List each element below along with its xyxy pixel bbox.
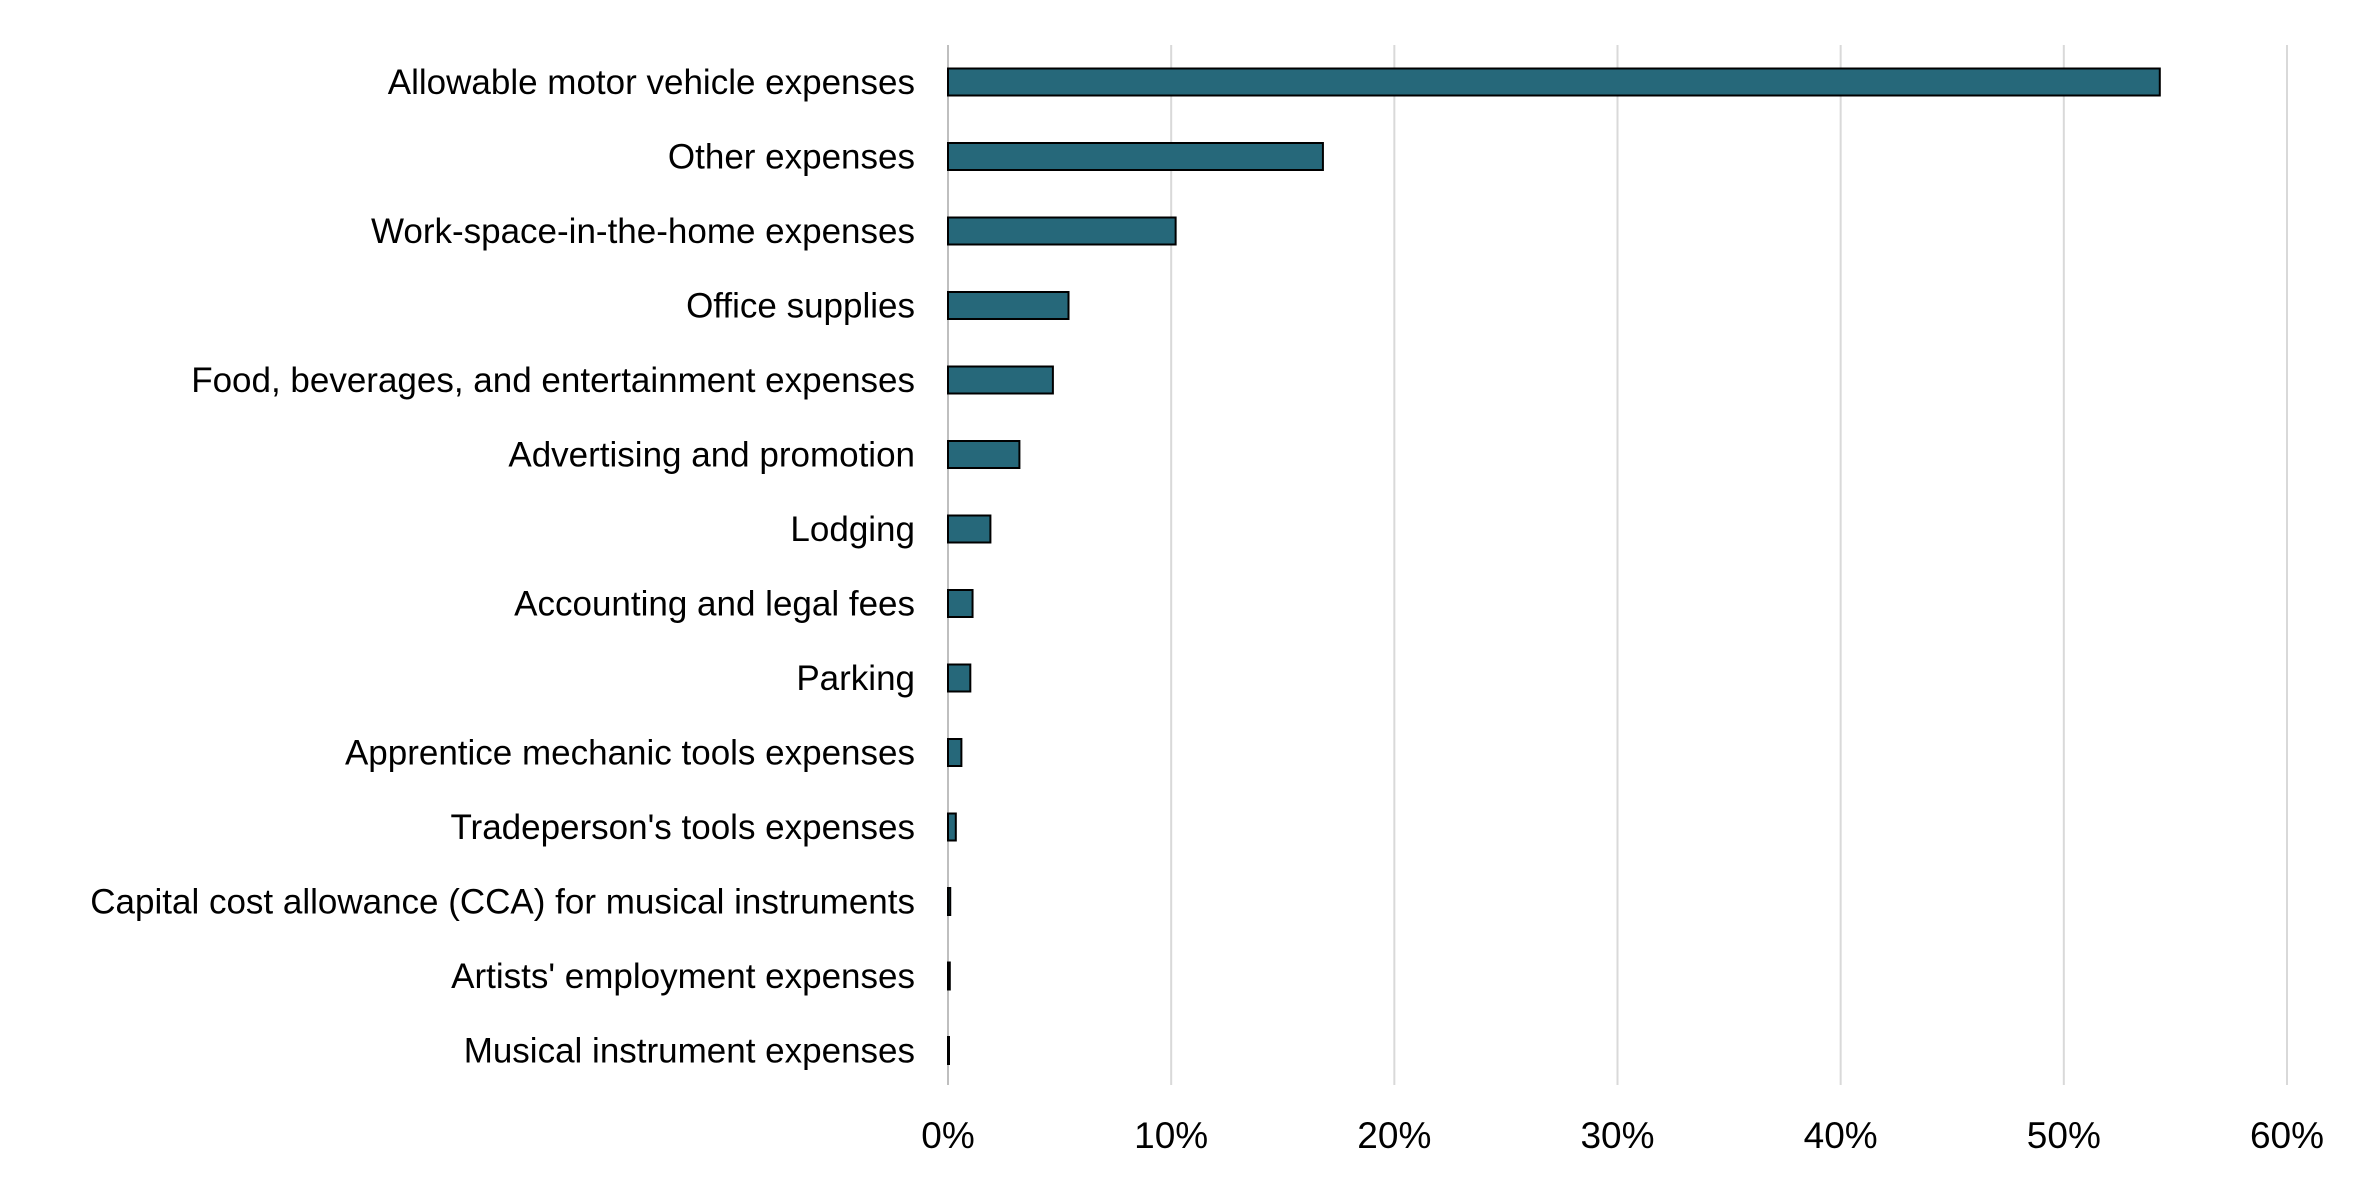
x-tick-label: 60% [2250, 1115, 2324, 1156]
bar-2 [947, 216, 1177, 246]
bar-4 [947, 365, 1054, 395]
x-tick-label: 50% [2027, 1115, 2101, 1156]
bar-10 [947, 812, 957, 842]
gridlines [947, 45, 2288, 1085]
bar-12 [947, 961, 951, 991]
bar-1 [947, 142, 1324, 171]
category-label: Accounting and legal fees [514, 585, 915, 624]
bar-0 [947, 67, 2161, 97]
category-labels: Allowable motor vehicle expenses Other ex… [90, 63, 915, 1071]
category-label: Parking [796, 659, 915, 698]
bar-13 [947, 1036, 950, 1065]
category-label: Musical instrument expenses [464, 1032, 915, 1071]
category-label: Lodging [790, 510, 915, 549]
category-label: Artists' employment expenses [451, 957, 915, 996]
category-label: Advertising and promotion [508, 436, 915, 475]
category-label: Work-space-in-the-home expenses [371, 212, 915, 251]
category-label: Tradeperson's tools expenses [450, 808, 915, 847]
x-tick-labels: 0% 10% 20% 30% 40% 50% 60% [921, 1115, 2324, 1156]
category-label: Capital cost allowance (CCA) for musical… [90, 883, 915, 922]
category-label: Office supplies [686, 287, 915, 326]
bar-3 [947, 291, 1070, 320]
bar-8 [947, 663, 972, 693]
x-tick-label: 0% [921, 1115, 974, 1156]
category-label: Food, beverages, and entertainment expen… [191, 361, 915, 400]
category-label: Other expenses [668, 138, 915, 177]
bar-9 [947, 738, 963, 767]
bars [947, 67, 2161, 1065]
bar-5 [947, 440, 1021, 469]
category-label: Allowable motor vehicle expenses [388, 63, 915, 102]
bar-11 [947, 887, 952, 916]
x-tick-label: 30% [1580, 1115, 1654, 1156]
x-tick-label: 40% [1804, 1115, 1878, 1156]
category-label: Apprentice mechanic tools expenses [345, 734, 915, 773]
bar-7 [947, 589, 974, 618]
x-tick-label: 20% [1357, 1115, 1431, 1156]
x-tick-label: 10% [1134, 1115, 1208, 1156]
bar-6 [947, 514, 992, 544]
